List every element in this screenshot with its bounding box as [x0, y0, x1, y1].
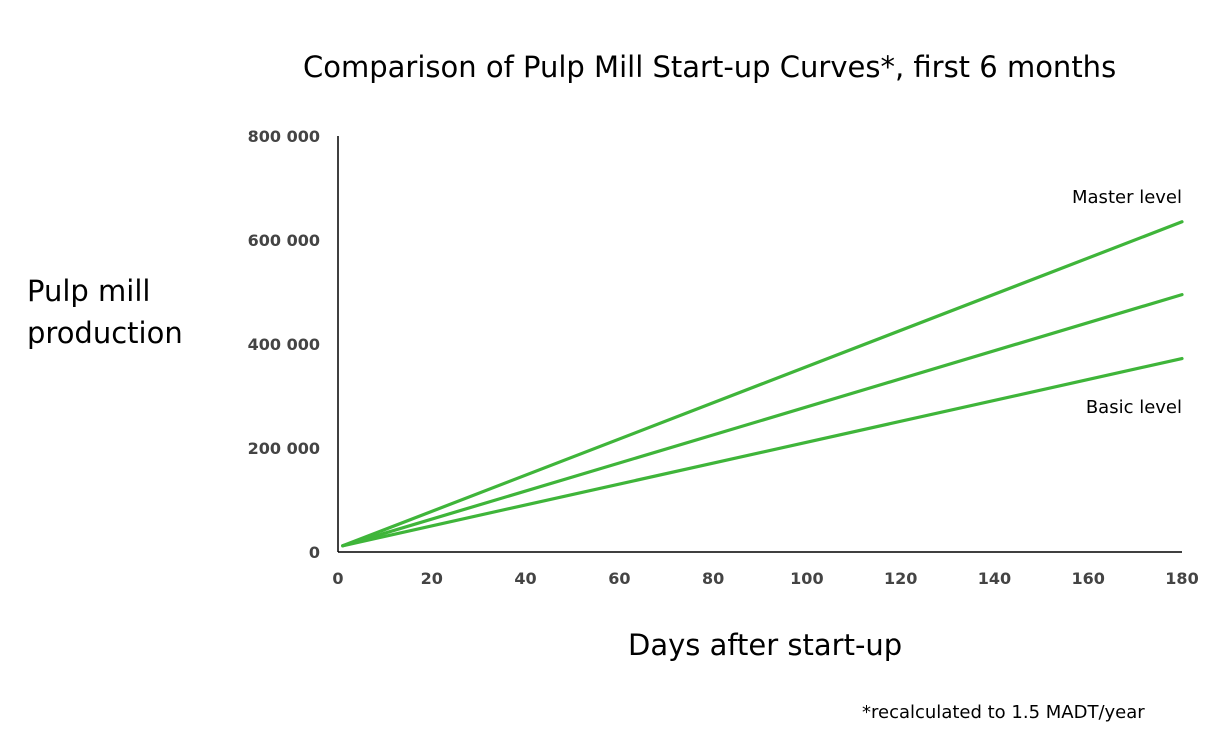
y-axis-label-line-1: Pulp mill — [27, 274, 151, 308]
y-tick-label: 600 000 — [248, 231, 320, 250]
x-tick-label: 80 — [702, 569, 724, 588]
x-tick-label: 20 — [421, 569, 443, 588]
series-label-master: Master level — [1072, 187, 1182, 208]
x-tick-label: 160 — [1072, 569, 1105, 588]
x-tick-label: 60 — [608, 569, 630, 588]
y-tick-label: 800 000 — [248, 127, 320, 146]
series-line-2 — [341, 293, 1184, 548]
footnote: *recalculated to 1.5 MADT/year — [862, 702, 1145, 723]
series-line-1 — [341, 220, 1184, 548]
chart-title: Comparison of Pulp Mill Start-up Curves*… — [303, 50, 1117, 84]
y-axis-label: Pulp mill production — [27, 270, 183, 354]
series-label-basic: Basic level — [1086, 397, 1182, 418]
y-tick-label: 0 — [309, 543, 320, 562]
x-tick-label: 40 — [514, 569, 536, 588]
y-tick-label: 400 000 — [248, 335, 320, 354]
x-tick-label: 140 — [978, 569, 1011, 588]
x-tick-label: 100 — [790, 569, 823, 588]
y-axis-label-line-2: production — [27, 316, 183, 350]
series-line-3 — [341, 356, 1184, 548]
x-tick-label: 180 — [1165, 569, 1198, 588]
x-tick-label: 120 — [884, 569, 917, 588]
x-axis-label: Days after start-up — [628, 628, 903, 662]
y-tick-label: 200 000 — [248, 439, 320, 458]
x-tick-label: 0 — [332, 569, 343, 588]
